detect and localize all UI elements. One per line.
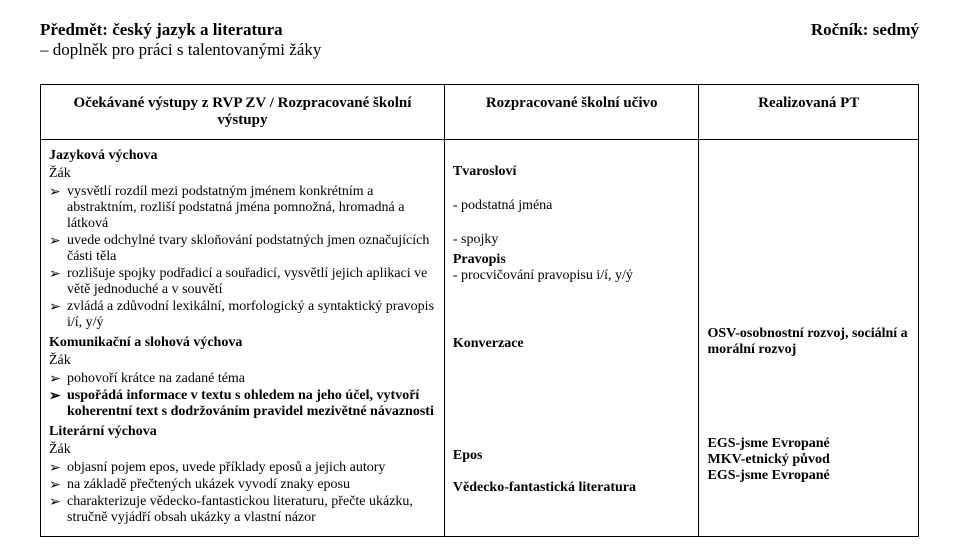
pupil-label: Žák [49, 353, 436, 369]
subject-label: Předmět: český jazyk a literatura [40, 20, 283, 39]
col2-header: Rozpracované školní učivo [444, 85, 699, 140]
col3-body: OSV-osobnostní rozvoj, sociální a moráln… [699, 140, 919, 537]
osv-line: OSV-osobnostní rozvoj, sociální a moráln… [707, 326, 910, 358]
header-left: Předmět: český jazyk a literatura – dopl… [40, 20, 321, 60]
egs-line-2: EGS-jsme Evropané [707, 468, 910, 484]
list-item: rozlišuje spojky podřadicí a souřadicí, … [67, 266, 436, 298]
section-komunikacni-title: Komunikační a slohová výchova [49, 335, 436, 351]
section-jazykova-title: Jazyková výchova [49, 148, 436, 164]
col3-header: Realizovaná PT [699, 85, 919, 140]
section-literarni-title: Literární výchova [49, 424, 436, 440]
col1-body: Jazyková výchova Žák vysvětlí rozdíl mez… [41, 140, 445, 537]
konverzace-title: Konverzace [453, 336, 691, 352]
list-item: objasní pojem epos, uvede příklady eposů… [67, 460, 436, 476]
spojky-line: - spojky [453, 232, 691, 248]
mkv-line: MKV-etnický původ [707, 452, 910, 468]
literarni-list: objasní pojem epos, uvede příklady eposů… [49, 460, 436, 526]
grade-label: Ročník: sedmý [811, 20, 919, 40]
komunikacni-list: pohovoří krátce na zadané téma uspořádá … [49, 371, 436, 420]
curriculum-table: Očekávané výstupy z RVP ZV / Rozpracovan… [40, 84, 919, 537]
list-item: uspořádá informace v textu s ohledem na … [67, 388, 436, 420]
tvaroslovi-title: Tvarosloví [453, 164, 691, 180]
jazykova-list: vysvětlí rozdíl mezi podstatným jménem k… [49, 184, 436, 331]
table-header-row: Očekávané výstupy z RVP ZV / Rozpracovan… [41, 85, 919, 140]
document-header: Předmět: český jazyk a literatura – dopl… [40, 20, 919, 60]
supplement-label: – doplněk pro práci s talentovanými žáky [40, 40, 321, 59]
list-item: vysvětlí rozdíl mezi podstatným jménem k… [67, 184, 436, 232]
col2-body: Tvarosloví - podstatná jména - spojky Pr… [444, 140, 699, 537]
egs-line-1: EGS-jsme Evropané [707, 436, 910, 452]
list-item: uvede odchylné tvary skloňování podstatn… [67, 233, 436, 265]
pupil-label: Žák [49, 166, 436, 182]
list-item: charakterizuje vědecko-fantastickou lite… [67, 494, 436, 526]
list-item: pohovoří krátce na zadané téma [67, 371, 436, 387]
list-item: zvládá a zdůvodní lexikální, morfologick… [67, 299, 436, 331]
table-body-row: Jazyková výchova Žák vysvětlí rozdíl mez… [41, 140, 919, 537]
list-item: na základě přečtených ukázek vyvodí znak… [67, 477, 436, 493]
vedecko-title: Vědecko-fantastická literatura [453, 480, 691, 496]
col1-header: Očekávané výstupy z RVP ZV / Rozpracovan… [41, 85, 445, 140]
podstatna-line: - podstatná jména [453, 198, 691, 214]
pravopis-title: Pravopis [453, 252, 691, 268]
epos-title: Epos [453, 448, 691, 464]
pravopis-line: - procvičování pravopisu i/í, y/ý [453, 268, 691, 284]
pupil-label: Žák [49, 442, 436, 458]
